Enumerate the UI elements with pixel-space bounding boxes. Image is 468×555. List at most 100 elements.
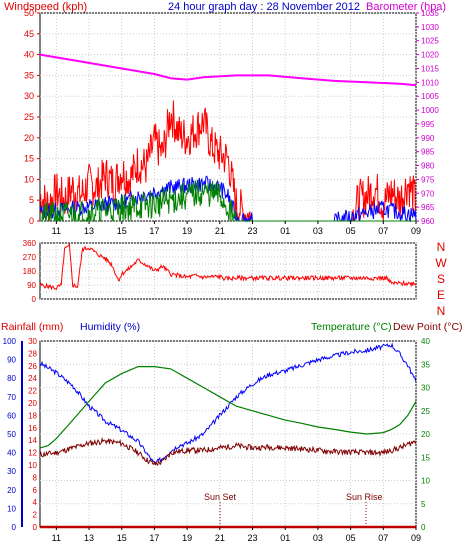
barometer-y-tick-label: 990 xyxy=(421,134,435,143)
direction-y-tick-label: 0 xyxy=(32,295,37,304)
compass-label: N xyxy=(437,240,446,254)
humidity-y-tick-label: 10 xyxy=(7,504,16,513)
barometer-axis-label: Barometer (hpa) xyxy=(366,1,446,13)
x-tick-label: 09 xyxy=(411,533,421,543)
x-tick-label: 23 xyxy=(248,226,258,236)
humidity-y-tick-label: 20 xyxy=(7,486,16,495)
rainfall-axis-label: Rainfall (mm) xyxy=(1,321,63,333)
humidity-y-tick-label: 0 xyxy=(12,523,17,532)
x-tick-label: 11 xyxy=(52,533,61,543)
humidity-y-tick-label: 50 xyxy=(7,430,16,439)
dewpoint-series xyxy=(39,436,417,467)
wind-y-tick-label: 35 xyxy=(24,70,34,80)
barometer-y-ticks: 960 965 970 975 980 985 990 995 1000 1005 1010 1015… xyxy=(416,9,439,226)
compass-label: E xyxy=(437,288,445,302)
wind-y-tick-label: 50 xyxy=(24,8,34,18)
x-tick-label: 15 xyxy=(117,226,127,236)
direction-y-tick-label: 360 xyxy=(23,239,37,248)
direction-y-tick-label: 270 xyxy=(23,253,37,262)
rainfall-y-tick-label: 26 xyxy=(28,362,37,371)
humidity-y-tick-label: 70 xyxy=(7,393,16,402)
temperature-y-tick-label: 15 xyxy=(421,453,430,462)
temperature-y-tick-label: 35 xyxy=(421,360,430,369)
rainfall-y-tick-label: 24 xyxy=(28,374,37,383)
rainfall-y-tick-label: 4 xyxy=(33,498,38,507)
x-tick-label: 17 xyxy=(149,226,159,236)
rainfall-y-tick-label: 8 xyxy=(33,473,38,482)
dewpoint-axis-label: Dew Point (°C) xyxy=(393,321,463,333)
wind-y-tick-label: 25 xyxy=(24,112,34,122)
rainfall-y-tick-label: 30 xyxy=(28,337,37,346)
x-tick-label: 17 xyxy=(149,533,159,543)
rainfall-y-tick-label: 28 xyxy=(28,349,37,358)
wind-y-tick-label: 15 xyxy=(24,154,34,164)
temperature-y-tick-label: 20 xyxy=(421,430,430,439)
x-tick-label: 11 xyxy=(52,226,61,236)
temperature-panel-grid xyxy=(40,340,417,528)
direction-y-tick-label: 180 xyxy=(23,267,37,276)
barometer-y-tick-label: 1025 xyxy=(421,37,439,46)
barometer-y-tick-label: 1020 xyxy=(421,51,439,60)
x-tick-label: 21 xyxy=(215,226,225,236)
barometer-y-tick-label: 970 xyxy=(421,189,435,198)
windspeed-axis-label: Windspeed (kph) xyxy=(4,1,87,13)
sunrise-label: Sun Rise xyxy=(346,492,383,502)
wind-panel-series xyxy=(39,53,417,223)
wind-y-tick-label: 0 xyxy=(29,216,34,226)
x-tick-label: 21 xyxy=(215,533,225,543)
rainfall-y-tick-label: 20 xyxy=(28,399,37,408)
temperature-y-tick-label: 0 xyxy=(421,523,426,532)
barometer-y-tick-label: 975 xyxy=(421,175,435,184)
compass-label: W xyxy=(435,256,447,270)
x-tick-label: 19 xyxy=(182,226,192,236)
humidity-y-tick-label: 30 xyxy=(7,467,16,476)
temperature-panel-frame xyxy=(39,340,417,528)
x-tick-label: 05 xyxy=(346,226,356,236)
x-tick-label: 23 xyxy=(248,533,258,543)
temperature-x-ticks: 11 13 15 17 19 21 23 01 03 05 07 09 xyxy=(52,527,421,543)
rainfall-y-tick-label: 12 xyxy=(28,449,37,458)
rainfall-y-tick-label: 6 xyxy=(33,486,38,495)
humidity-y-tick-label: 90 xyxy=(7,356,16,365)
rainfall-y-tick-label: 18 xyxy=(28,411,37,420)
temperature-y-ticks: 0 5 10 15 20 25 30 35 40 xyxy=(421,337,430,532)
direction-panel-grid xyxy=(40,242,417,300)
wind-y-tick-label: 5 xyxy=(29,195,34,205)
sunset-label: Sun Set xyxy=(204,492,237,502)
barometer-y-tick-label: 1000 xyxy=(421,106,439,115)
x-tick-label: 07 xyxy=(378,533,388,543)
x-tick-label: 07 xyxy=(378,226,388,236)
barometer-y-tick-label: 965 xyxy=(421,203,435,212)
direction-y-tick-label: 90 xyxy=(27,281,36,290)
barometer-y-tick-label: 1035 xyxy=(421,9,439,18)
temperature-panel-series xyxy=(39,342,417,529)
temperature-series xyxy=(39,366,417,449)
gust-series xyxy=(39,100,417,222)
barometer-y-tick-label: 980 xyxy=(421,162,435,171)
x-tick-label: 15 xyxy=(117,533,127,543)
direction-y-ticks: 360 270 180 90 0 xyxy=(23,239,37,304)
humidity-y-tick-label: 60 xyxy=(7,411,16,420)
rainfall-y-tick-label: 16 xyxy=(28,424,37,433)
temperature-y-tick-label: 25 xyxy=(421,407,430,416)
compass-label: S xyxy=(437,272,445,286)
x-tick-label: 01 xyxy=(280,226,290,236)
compass-label: N xyxy=(437,304,446,318)
humidity-y-tick-label: 100 xyxy=(3,337,17,346)
barometer-y-tick-label: 995 xyxy=(421,120,435,129)
humidity-y-tick-label: 80 xyxy=(7,374,16,383)
wind-y-tick-label: 10 xyxy=(24,174,34,184)
wind-x-ticks: 11 13 15 17 19 21 23 01 03 05 07 09 xyxy=(52,221,421,236)
humidity-y-ticks: 0 10 20 30 40 50 60 70 80 90 100 xyxy=(3,337,23,532)
barometer-y-tick-label: 1010 xyxy=(421,78,439,87)
temperature-axis-label: Temperature (°C) xyxy=(311,321,392,333)
direction-panel-frame xyxy=(39,242,417,300)
barometer-series xyxy=(39,53,417,87)
windspeed-series xyxy=(40,179,416,223)
x-tick-label: 19 xyxy=(182,533,192,543)
x-tick-label: 01 xyxy=(280,533,290,543)
wind-y-tick-label: 45 xyxy=(24,29,34,39)
temperature-y-tick-label: 5 xyxy=(421,500,426,509)
